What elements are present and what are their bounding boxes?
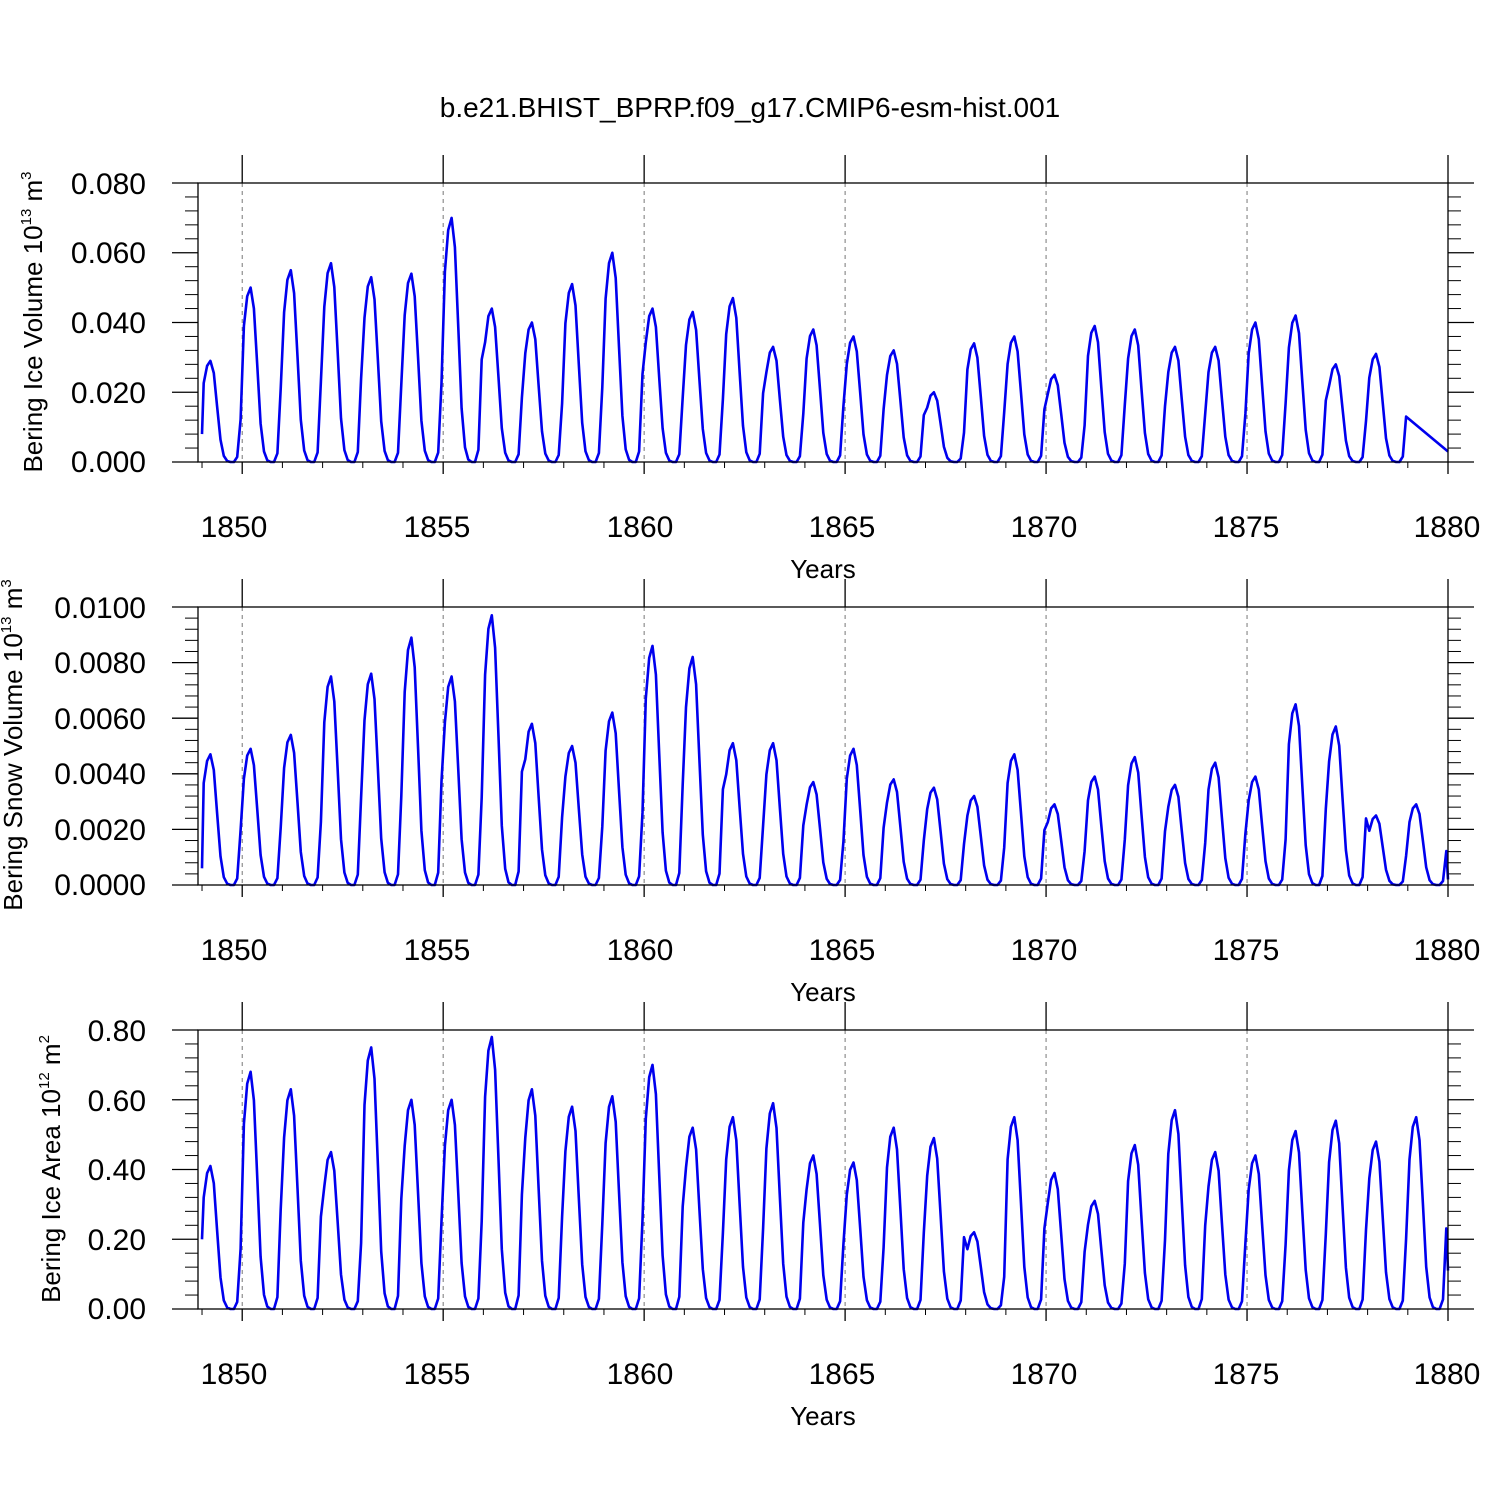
x-axis-label: Years [790,1401,856,1431]
ice-area-line [200,1035,1450,1311]
x-tick-label: 1855 [404,934,471,967]
panel-snow-volume-frame [197,606,1449,886]
y-tick-label: 0.040 [71,307,146,340]
snow-volume-line [200,614,1450,887]
y-tick-label: 0.060 [71,237,146,270]
panel-ice-area-x-tick-labels: 1850 1855 1860 1865 1870 1875 1880 [201,1358,1481,1391]
y-tick-label: 0.0020 [54,814,146,847]
panel-ice-volume-y-tick-labels: 0.000 0.020 0.040 0.060 0.080 [71,168,146,479]
y-tick-label: 0.0060 [54,703,146,736]
x-tick-label: 1855 [404,1358,471,1391]
x-tick-label: 1860 [607,511,674,544]
y-tick-label: 0.000 [71,446,146,479]
panel-snow-volume: 0.0000 0.0020 0.0040 0.0060 0.0080 0.010… [0,579,1480,1007]
x-tick-label: 1870 [1011,511,1078,544]
x-tick-label: 1850 [201,511,268,544]
x-tick-label: 1880 [1414,1358,1481,1391]
panel-ice-area-y-tick-labels: 0.00 0.20 0.40 0.60 0.80 [88,1015,146,1326]
panel-ice-area: 0.00 0.20 0.40 0.60 0.80 1850 1855 1860 … [36,1002,1480,1431]
y-tick-label: 0.0000 [54,869,146,902]
x-tick-label: 1850 [201,1358,268,1391]
y-tick-label: 0.0100 [54,592,146,625]
x-tick-label: 1860 [607,1358,674,1391]
x-axis-label: Years [790,554,856,584]
panel-ice-volume-ticks [172,155,1474,474]
x-tick-label: 1880 [1414,511,1481,544]
y-tick-label: 0.080 [71,168,146,201]
x-tick-label: 1880 [1414,934,1481,967]
x-tick-label: 1850 [201,934,268,967]
x-tick-label: 1865 [809,934,876,967]
y-tick-label: 0.60 [88,1085,146,1118]
figure-title: b.e21.BHIST_BPRP.f09_g17.CMIP6-esm-hist.… [440,92,1060,123]
panel-ice-volume-x-tick-labels: 1850 1855 1860 1865 1870 1875 1880 [201,511,1481,544]
panel-ice-area-ticks [172,1002,1474,1321]
x-axis-label: Years [790,977,856,1007]
x-tick-label: 1870 [1011,1358,1078,1391]
panel-ice-area-frame [197,1029,1449,1310]
y-tick-label: 0.0040 [54,758,146,791]
x-tick-label: 1870 [1011,934,1078,967]
y-tick-label: 0.020 [71,377,146,410]
x-tick-label: 1875 [1213,934,1280,967]
panel-ice-volume: 0.000 0.020 0.040 0.060 0.080 1850 1855 … [18,155,1480,584]
y-axis-label: Bering Snow Volume 1013 m3 [0,579,28,910]
ice-volume-line [200,216,1449,464]
panel-ice-volume-grid [241,183,1449,462]
x-tick-label: 1865 [809,511,876,544]
x-tick-label: 1875 [1213,511,1280,544]
panel-ice-volume-frame [197,182,1449,463]
x-tick-label: 1855 [404,511,471,544]
y-tick-label: 0.20 [88,1224,146,1257]
x-tick-label: 1875 [1213,1358,1280,1391]
y-axis-label: Bering Ice Area 1012 m2 [36,1035,66,1303]
y-axis-label: Bering Ice Volume 1013 m3 [18,171,48,472]
y-tick-label: 0.40 [88,1154,146,1187]
y-tick-label: 0.00 [88,1293,146,1326]
panel-snow-volume-y-tick-labels: 0.0000 0.0020 0.0040 0.0060 0.0080 0.010… [54,592,146,902]
x-tick-label: 1865 [809,1358,876,1391]
y-tick-label: 0.0080 [54,647,146,680]
panel-snow-volume-ticks [172,579,1474,897]
y-tick-label: 0.80 [88,1015,146,1048]
panel-snow-volume-x-tick-labels: 1850 1855 1860 1865 1870 1875 1880 [201,934,1481,967]
x-tick-label: 1860 [607,934,674,967]
